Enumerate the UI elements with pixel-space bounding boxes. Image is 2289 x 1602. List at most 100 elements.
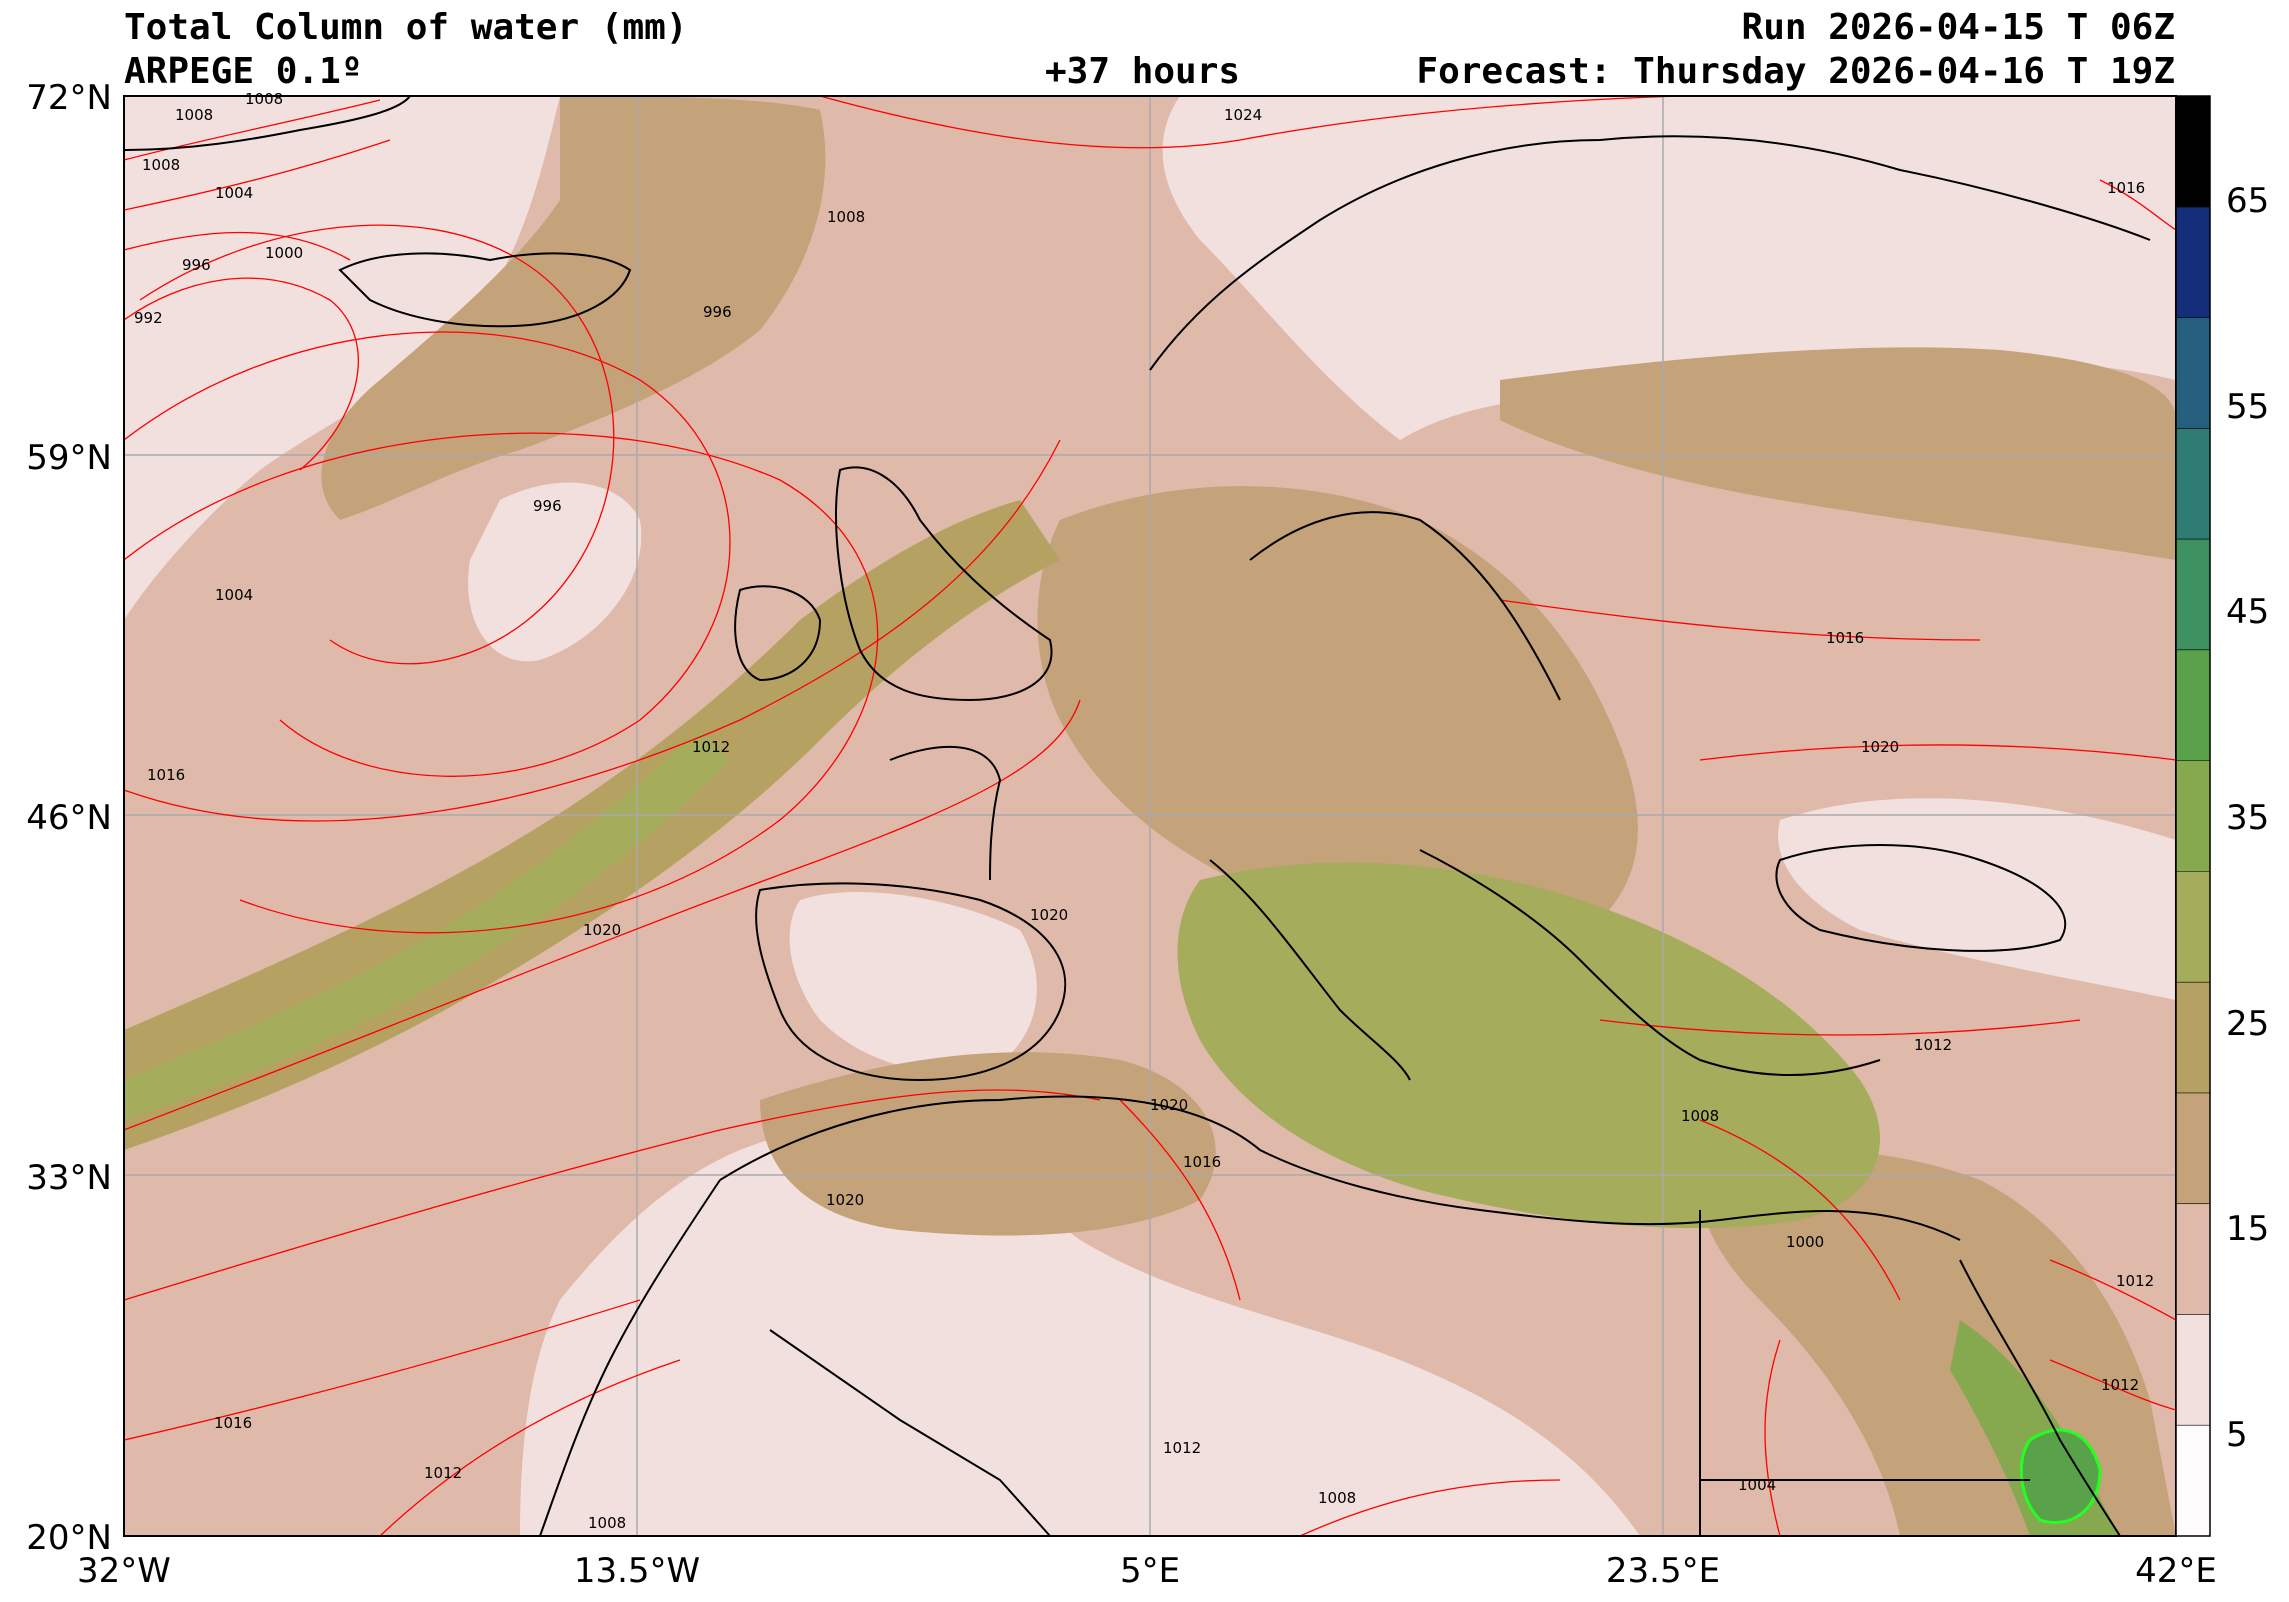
west-africa-coast xyxy=(539,1179,721,1537)
isobar-label: 1020 xyxy=(1030,906,1068,924)
coastlines xyxy=(123,95,2151,1537)
isobar-label: 1004 xyxy=(215,586,253,604)
low-water-region-north-atlantic xyxy=(124,96,560,620)
isobar-label: 1020 xyxy=(1861,738,1899,756)
low-water-region-russia xyxy=(1778,798,2176,1000)
moist-plume-low-center xyxy=(468,482,642,662)
isobar-label: 996 xyxy=(533,497,562,515)
iberia-coast xyxy=(755,882,1067,1082)
lon-tick-label: 13.5°W xyxy=(574,1551,700,1591)
isobar-label: 1008 xyxy=(245,90,283,108)
isobar-label: 1004 xyxy=(1738,1476,1776,1494)
lat-tick-label: 59°N xyxy=(26,438,112,478)
iceland-coast xyxy=(338,252,632,328)
colorbar-label: 65 xyxy=(2226,181,2269,221)
colorbar-label: 5 xyxy=(2226,1415,2248,1455)
graticule xyxy=(124,96,2176,1536)
moist-region-mediterranean xyxy=(1177,862,1880,1229)
run-time: Run 2026-04-15 T 06Z xyxy=(1741,7,2175,48)
britain-coast xyxy=(835,466,1053,702)
black-sea-coast xyxy=(1775,844,2067,952)
isobar-label: 1016 xyxy=(1183,1153,1221,1171)
isobar-label: 996 xyxy=(182,256,211,274)
high-water-spot-eritrea xyxy=(2019,1428,2102,1525)
red-sea-coast xyxy=(1959,1259,2121,1537)
lat-tick-label: 72°N xyxy=(26,78,112,118)
border-algeria-mali xyxy=(769,1329,1051,1537)
colorbar-label: 15 xyxy=(2226,1209,2269,1249)
colorbar-segment xyxy=(2176,1203,2210,1315)
colorbar-segment xyxy=(2176,539,2210,651)
colorbar-segment xyxy=(2176,428,2210,540)
isobar-label: 1008 xyxy=(827,208,865,226)
balkans-coast xyxy=(1419,849,1881,1076)
isobar-labels: 1008 1008 1008 1004 1000 996 992 996 100… xyxy=(134,90,2154,1532)
lon-tick-label: 5°E xyxy=(1120,1551,1180,1591)
colorbar-segment xyxy=(2176,760,2210,872)
colorbar-segment xyxy=(2176,96,2210,208)
isobar-label: 1024 xyxy=(1224,106,1262,124)
lon-tick-label: 32°W xyxy=(77,1551,171,1591)
isobar-label: 1000 xyxy=(1786,1233,1824,1251)
france-coast xyxy=(889,745,1002,881)
italy-coast xyxy=(1209,859,1411,1081)
scandinavia-coast xyxy=(1149,135,2151,701)
isobar-label: 1000 xyxy=(265,244,303,262)
low-water-region-iberia xyxy=(789,891,1037,1073)
map-title: Total Column of water (mm) xyxy=(124,7,688,48)
lat-tick-label: 46°N xyxy=(26,798,112,838)
longitude-axis: 32°W 13.5°W 5°E 23.5°E 42°E xyxy=(77,1551,2217,1591)
colorbar-segment xyxy=(2176,206,2210,319)
colorbar-label: 45 xyxy=(2226,592,2269,632)
isobar-label: 1012 xyxy=(1163,1439,1201,1457)
isobar-label: 996 xyxy=(703,303,732,321)
greenland-coast xyxy=(123,95,412,151)
colorbar-label: 55 xyxy=(2226,387,2269,427)
forecast-time: Forecast: Thursday 2026-04-16 T 19Z xyxy=(1416,51,2175,92)
isobar-label: 1020 xyxy=(583,921,621,939)
low-water-region-sahara xyxy=(520,1128,1640,1536)
isobar-label: 1016 xyxy=(1826,629,1864,647)
isobar-label: 1016 xyxy=(214,1414,252,1432)
isobar-label: 1008 xyxy=(175,106,213,124)
isobar-label: 992 xyxy=(134,309,163,327)
colorbar-segment xyxy=(2176,871,2210,983)
colorbar-segment xyxy=(2176,982,2210,1094)
colorbar-segment xyxy=(2176,317,2210,429)
isobar-label: 1008 xyxy=(1681,1107,1719,1125)
colorbar: 65 55 45 35 25 15 5 xyxy=(2175,95,2269,1537)
model-name: ARPEGE 0.1º xyxy=(124,51,363,92)
colorbar-segment xyxy=(2176,649,2210,762)
isobar-label: 1016 xyxy=(2107,179,2145,197)
colorbar-segment xyxy=(2176,1314,2210,1426)
isobar-label: 1012 xyxy=(2101,1376,2139,1394)
moderate-water-region-central-europe xyxy=(1037,486,1638,942)
isobar-label: 1020 xyxy=(1150,1096,1188,1114)
isobar-label: 1020 xyxy=(826,1191,864,1209)
isobar-label: 1012 xyxy=(692,738,730,756)
isobar-label: 1012 xyxy=(1914,1036,1952,1054)
isobar-label: 1004 xyxy=(215,184,253,202)
isobar-label: 1012 xyxy=(424,1464,462,1482)
north-africa-coast xyxy=(719,1095,1961,1241)
lead-time: +37 hours xyxy=(1045,51,1241,92)
lon-tick-label: 23.5°E xyxy=(1606,1551,1720,1591)
moist-plume-core xyxy=(124,730,730,1120)
colorbar-label: 35 xyxy=(2226,798,2269,838)
isobar-label: 1008 xyxy=(588,1514,626,1532)
isobar-label: 1016 xyxy=(147,766,185,784)
colorbar-ticks xyxy=(2176,206,2210,1426)
lon-tick-label: 42°E xyxy=(2135,1551,2217,1591)
colorbar-frame xyxy=(2175,95,2211,1537)
isobar-label: 1008 xyxy=(142,156,180,174)
latitude-axis: 72°N 59°N 46°N 33°N 20°N xyxy=(26,78,112,1558)
isobars xyxy=(124,96,2176,1536)
ireland-coast xyxy=(734,585,822,682)
moderate-water-band-baltic xyxy=(1500,347,2176,560)
isobar-label: 1012 xyxy=(2116,1272,2154,1290)
lat-tick-label: 20°N xyxy=(26,1518,112,1558)
colorbar-segment xyxy=(2176,1425,2210,1537)
lat-tick-label: 33°N xyxy=(26,1158,112,1198)
colorbar-label: 25 xyxy=(2226,1004,2269,1044)
